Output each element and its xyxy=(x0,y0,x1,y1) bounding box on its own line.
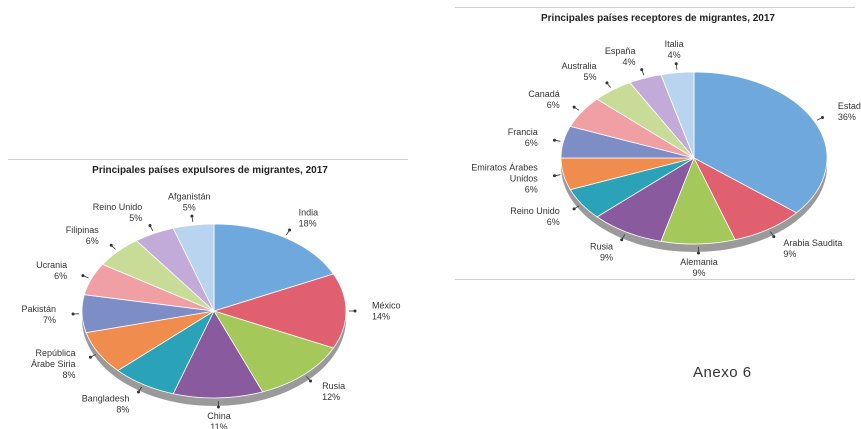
immigration-pie-chart: Principales países receptores de migrant… xyxy=(455,5,861,285)
chart-title: Principales países receptores de migrant… xyxy=(540,13,775,24)
leader-dot xyxy=(81,274,85,278)
leader-dot xyxy=(696,251,700,255)
slice-label-filipinas: Filipinas 6% xyxy=(66,225,100,246)
leader-dot xyxy=(136,390,140,394)
emigration-pie-chart: Principales países expulsores de migrant… xyxy=(0,155,420,429)
slice-label-canada: Canadá 6% xyxy=(528,89,560,110)
pie-plot: India 18% México 14% Rusia 12% China 11% Banglad… xyxy=(22,191,401,429)
leader-dot xyxy=(553,174,557,178)
slice-label-mexico: México 14% xyxy=(372,301,401,322)
slice-label-india: India 18% xyxy=(299,207,319,228)
chart-title: Principales países expulsores de migrant… xyxy=(92,165,328,176)
leader-dot xyxy=(216,405,220,409)
slice-label-republica-arabe-siria: República Árabe Siria 8% xyxy=(31,348,76,380)
chart-bottom-rule xyxy=(455,279,855,280)
leader-dot xyxy=(820,116,824,120)
pie-slice-china xyxy=(172,310,264,399)
leader-dot xyxy=(572,105,576,109)
leader-dot xyxy=(309,379,313,383)
slice-label-emiratos-arabes-unidos: Emiratos Árabes Unidos 6% xyxy=(471,162,538,194)
chart-top-rule xyxy=(455,7,855,8)
pie-slice-afganistan xyxy=(172,223,215,312)
pie-slice-estados-unidos xyxy=(693,71,828,214)
slice-label-ucrania: Ucrania 6% xyxy=(36,260,67,281)
leader-dot xyxy=(553,138,557,142)
slice-label-arabia-saudita: Arabia Saudita 9% xyxy=(783,238,842,259)
leader-dot xyxy=(640,68,644,72)
pie-slice-rusia xyxy=(213,310,335,393)
slice-label-espana: España 4% xyxy=(605,46,636,67)
annex-label: Anexo 6 xyxy=(693,364,752,381)
slice-label-reino-unido: Reino Unido 6% xyxy=(510,206,560,227)
leader-dot xyxy=(148,223,152,227)
slice-label-rusia: Rusia 12% xyxy=(322,381,345,402)
slice-label-italia: Italia 4% xyxy=(665,39,684,60)
pie-slice-mexico xyxy=(212,273,347,349)
pie-slice-italia xyxy=(660,71,695,159)
leader-dot xyxy=(288,228,292,232)
slice-label-afganistan: Afganistán 5% xyxy=(168,191,211,212)
leader-dot xyxy=(71,312,75,316)
slice-label-alemania: Alemania 9% xyxy=(680,257,718,278)
leader-dot xyxy=(353,309,357,313)
slice-label-pakistan: Pakistán 7% xyxy=(22,304,57,325)
leader-dot xyxy=(772,235,776,239)
leader-dot xyxy=(109,243,113,247)
chart-top-rule xyxy=(8,159,408,160)
slice-label-estados-unidos: Estados Unidos36% xyxy=(838,101,861,122)
leader-dot xyxy=(190,214,194,218)
leader-dot xyxy=(88,355,92,359)
slice-label-china: China 11% xyxy=(207,411,231,429)
slice-label-australia: Australia 5% xyxy=(562,61,597,82)
pie-slice-india xyxy=(213,223,335,312)
leader-dot xyxy=(572,207,576,211)
slice-label-bangladesh: Bangladesh 8% xyxy=(82,394,130,415)
slice-label-francia: Francia 6% xyxy=(508,127,538,148)
leader-dot xyxy=(674,62,678,66)
slice-label-rusia: Rusia 9% xyxy=(590,242,613,263)
slice-label-reino-unido: Reino Unido 5% xyxy=(93,202,143,223)
leader-dot xyxy=(605,81,609,85)
leader-dot xyxy=(620,238,624,242)
